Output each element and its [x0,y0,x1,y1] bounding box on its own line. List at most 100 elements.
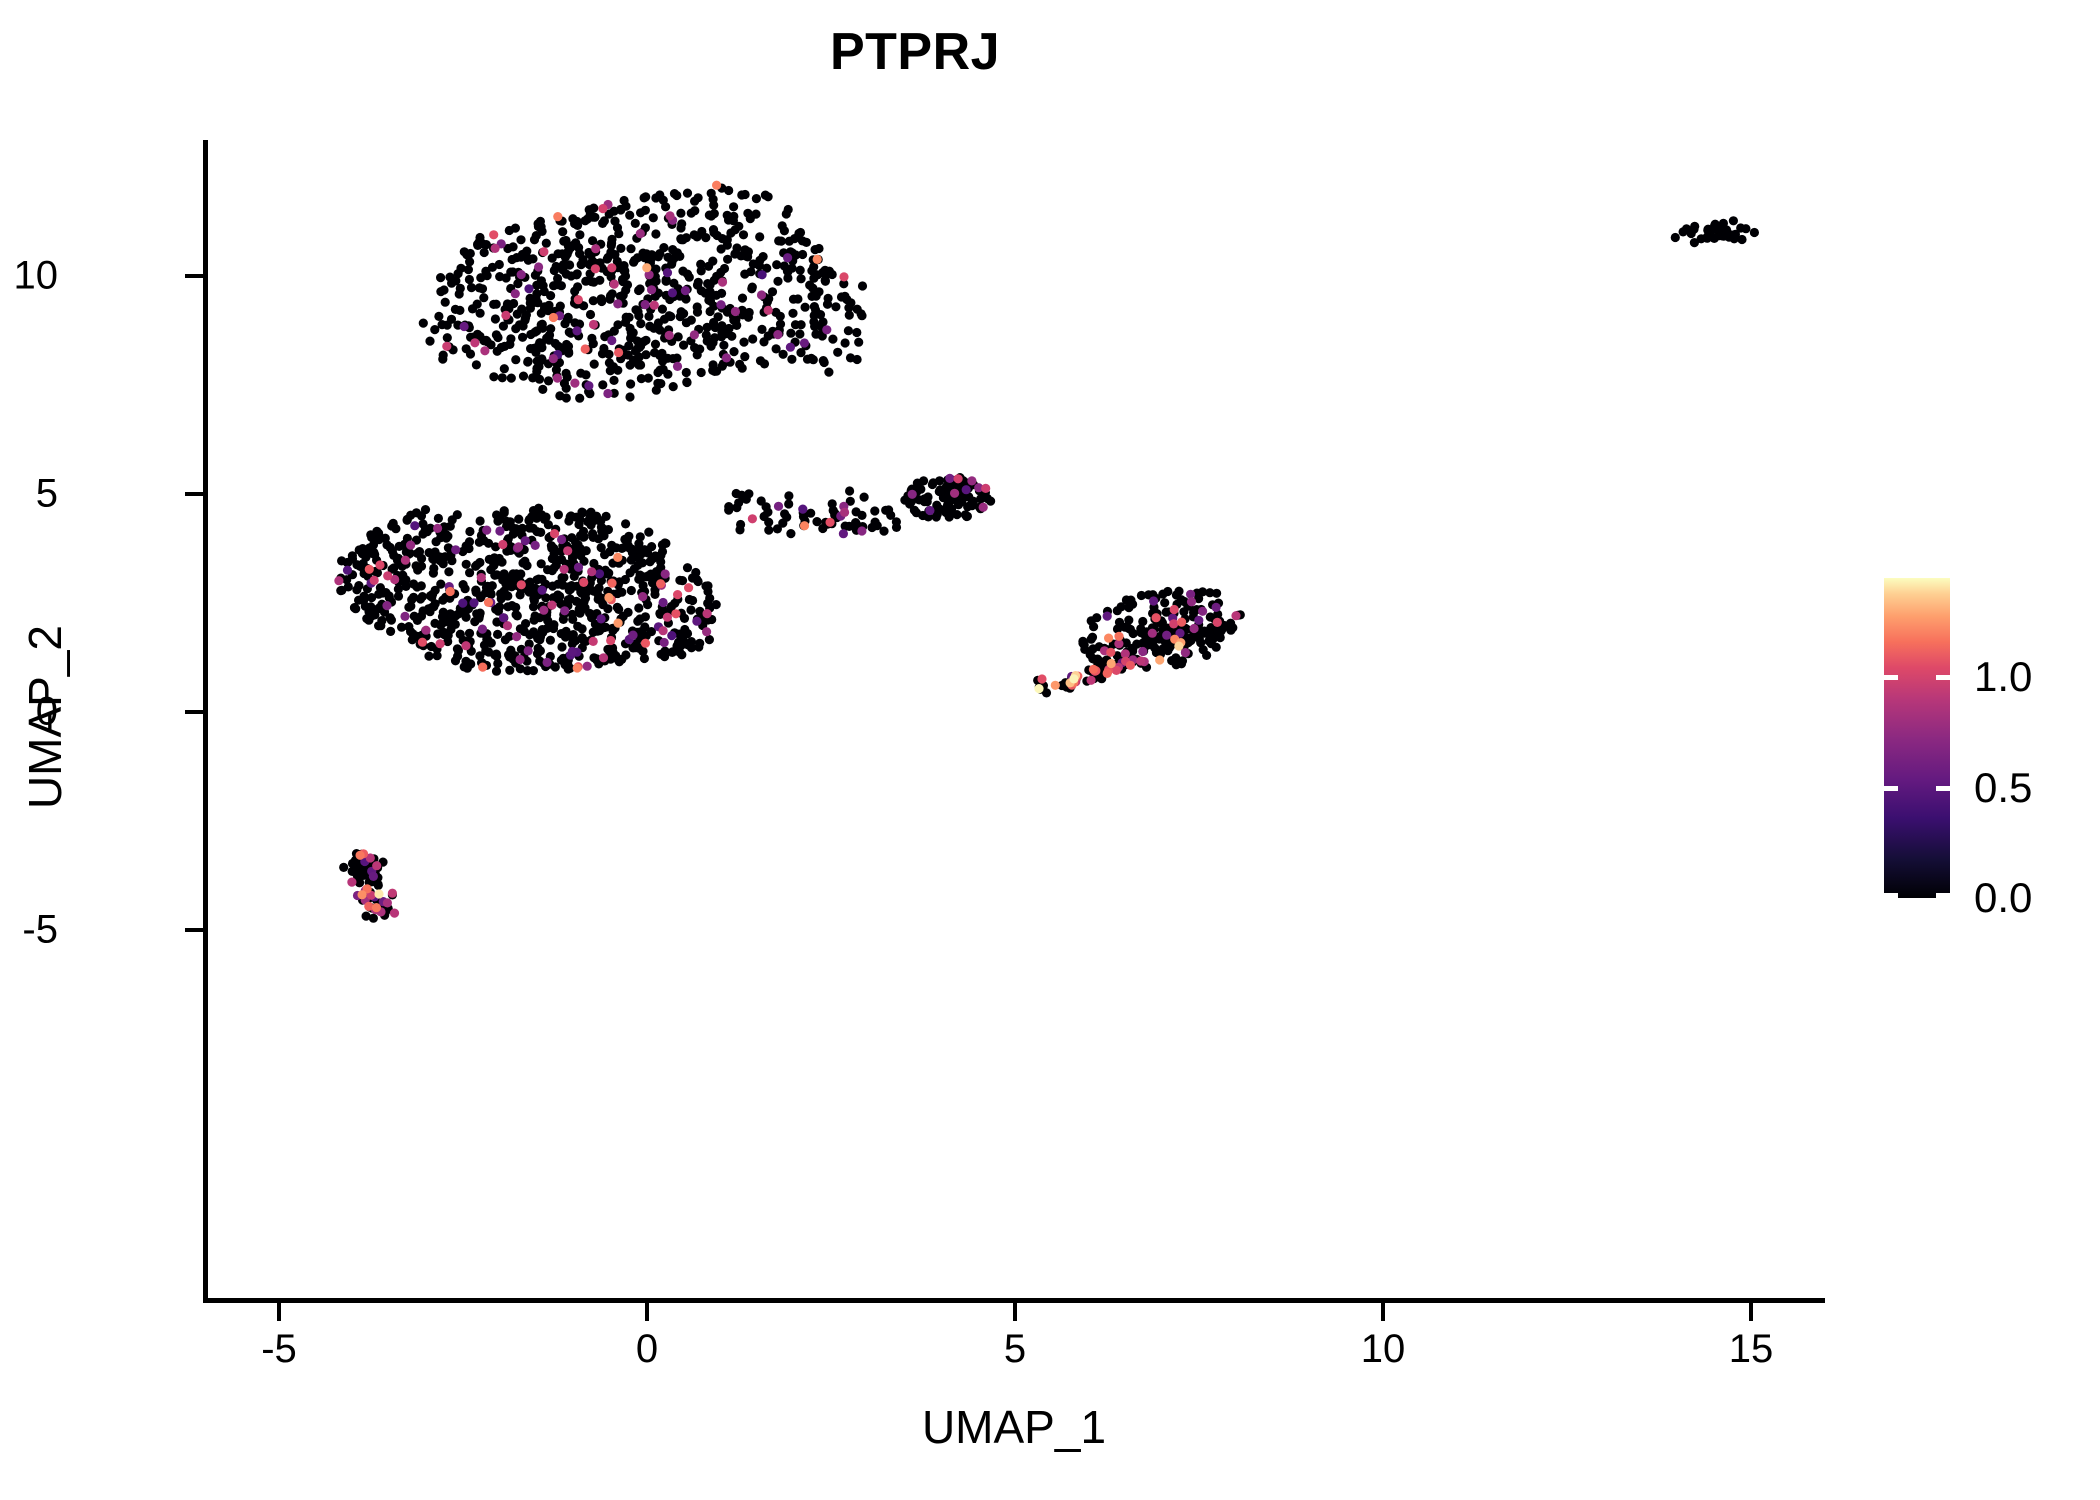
x-tick-label: 5 [1003,1327,1027,1371]
y-tick-label: 5 [35,471,58,516]
scatter-point [748,259,758,269]
scatter-point [382,898,392,908]
scatter-point [528,254,538,264]
scatter-point [672,361,683,371]
scatter-point [1155,655,1165,665]
scatter-point [1086,634,1096,644]
colorbar-tick-label: 0.0 [1974,874,2033,921]
scatter-point [709,200,719,210]
scatter-point [700,288,710,298]
scatter-point [842,294,852,305]
scatter-point [560,319,570,329]
scatter-point [585,578,595,588]
scatter-point [797,236,808,246]
scatter-point [751,209,761,219]
scatter-point [845,496,855,506]
scatter-point [771,307,781,317]
scatter-point [461,559,471,569]
scatter-point [628,328,638,338]
scatter-point [659,243,669,253]
scatter-point [553,273,563,284]
scatter-point [1150,643,1160,653]
scatter-point [535,338,545,348]
scatter-point [764,517,774,527]
scatter-point [1196,638,1206,648]
scatter-point [1686,228,1696,239]
scatter-point [499,364,509,374]
scatter-point [558,653,568,663]
scatter-point [778,349,788,359]
scatter-point [393,591,404,601]
scatter-point [630,255,640,265]
scatter-point [796,348,806,358]
scatter-point [922,497,932,507]
scatter-point [967,476,977,486]
scatter-point [1111,665,1121,676]
colorbar-tick [1884,785,1898,791]
scatter-point [380,533,390,543]
scatter-point [820,276,831,286]
scatter-point [482,337,492,347]
scatter-point [738,310,748,320]
scatter-point [809,310,819,321]
scatter-point [387,564,397,574]
scatter-point [666,311,676,322]
scatter-point [410,521,420,531]
scatter-point [945,473,955,483]
scatter-point [786,529,796,539]
scatter-points-layer [334,180,1759,923]
scatter-point [702,627,712,637]
x-tick-label: 15 [1728,1327,1774,1371]
scatter-point [623,607,633,617]
scatter-point [839,272,849,282]
scatter-point [773,330,783,340]
scatter-point [541,512,551,522]
scatter-point [442,341,452,351]
scatter-point [539,247,549,257]
scatter-point [660,538,670,548]
scatter-point [634,643,644,653]
scatter-point [613,299,623,309]
scatter-point [680,286,690,296]
scatter-point [675,312,685,322]
scatter-point [808,283,818,293]
scatter-point [625,210,635,220]
scatter-point [347,877,357,887]
scatter-point [602,254,612,264]
scatter-point [779,261,790,271]
scatter-point [709,209,719,219]
scatter-point [622,280,633,290]
scatter-point [785,342,796,352]
scatter-point [690,196,700,206]
scatter-point [572,270,582,280]
scatter-point [1088,654,1098,664]
scatter-point [560,606,570,616]
scatter-point [559,378,569,388]
scatter-point [739,337,749,347]
scatter-point [359,865,369,875]
scatter-point [603,525,613,535]
scatter-point [546,291,556,301]
scatter-point [523,356,533,366]
scatter-point [568,214,578,224]
scatter-point [1710,224,1720,234]
scatter-point [891,517,902,527]
scatter-point [693,277,703,287]
scatter-point [798,249,808,260]
scatter-point [1160,598,1170,608]
scatter-point [411,508,421,518]
scatter-point [664,330,674,340]
scatter-point [565,512,575,522]
scatter-point [465,526,475,537]
scatter-point [814,243,824,254]
colorbar-tick [1884,893,1898,898]
scatter-point [429,555,439,565]
scatter-point [500,341,510,351]
scatter-point [517,523,527,533]
scatter-point [432,651,442,661]
scatter-point [589,558,599,569]
scatter-point [740,269,750,279]
scatter-point [857,281,868,291]
scatter-point [1037,674,1047,684]
scatter-point [347,551,357,561]
